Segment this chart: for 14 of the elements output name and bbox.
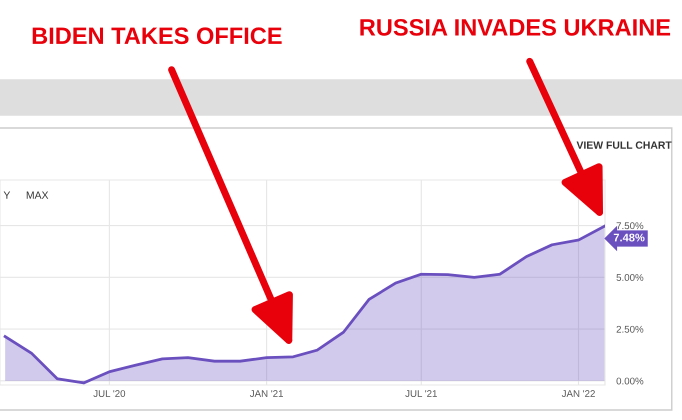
x-tick-label: JAN '22 (562, 390, 595, 397)
x-tick-label: JUL '21 (405, 390, 437, 397)
data-label: 7.48% (614, 234, 645, 242)
y-tick-label: 5.00% (616, 274, 644, 281)
text: RUSSIA INVADES UKRAINE (360, 19, 670, 36)
y-tick-label: 2.50% (616, 326, 644, 333)
y-tick-label: 7.50% (616, 222, 644, 230)
x-tick-label: JUL '20 (93, 390, 126, 397)
y-tick-label: 0.00% (616, 378, 644, 384)
text: BIDEN TAKES OFFICE (32, 27, 282, 44)
x-tick-label: JAN '21 (250, 390, 284, 397)
annotation: Y (4, 192, 10, 199)
text: VIEW FULL CHART (576, 141, 672, 149)
annotation: MAX (26, 192, 48, 199)
